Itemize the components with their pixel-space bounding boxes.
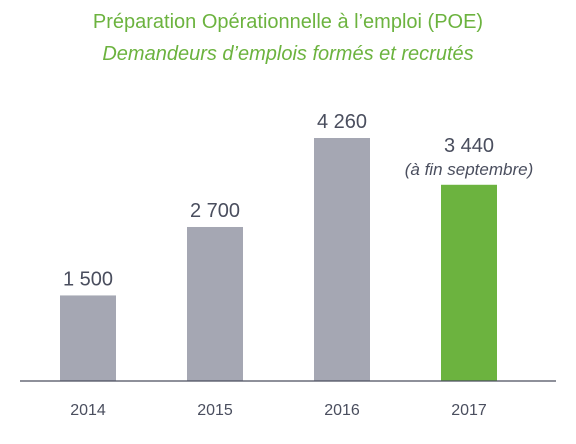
x-tick-label: 2017 (451, 402, 487, 419)
bar-value-label: 2 700 (190, 200, 240, 222)
bar-value-label: 3 440 (444, 135, 494, 157)
bar-value-label: 1 500 (63, 268, 113, 290)
bar-2017 (441, 184, 497, 381)
x-tick-label: 2014 (70, 402, 106, 419)
bar-annotation: (à fin septembre) (405, 160, 534, 179)
bar-2016 (314, 138, 370, 381)
chart-title: Préparation Opérationnelle à l’emploi (P… (92, 11, 484, 33)
x-tick-label: 2016 (324, 402, 360, 419)
bar-value-label: 4 260 (317, 111, 367, 133)
chart-subtitle: Demandeurs d’emplois formés et recrutés (102, 43, 474, 65)
bar-2014 (60, 295, 116, 381)
x-tick-label: 2015 (197, 402, 233, 419)
bar-2015 (187, 226, 243, 381)
